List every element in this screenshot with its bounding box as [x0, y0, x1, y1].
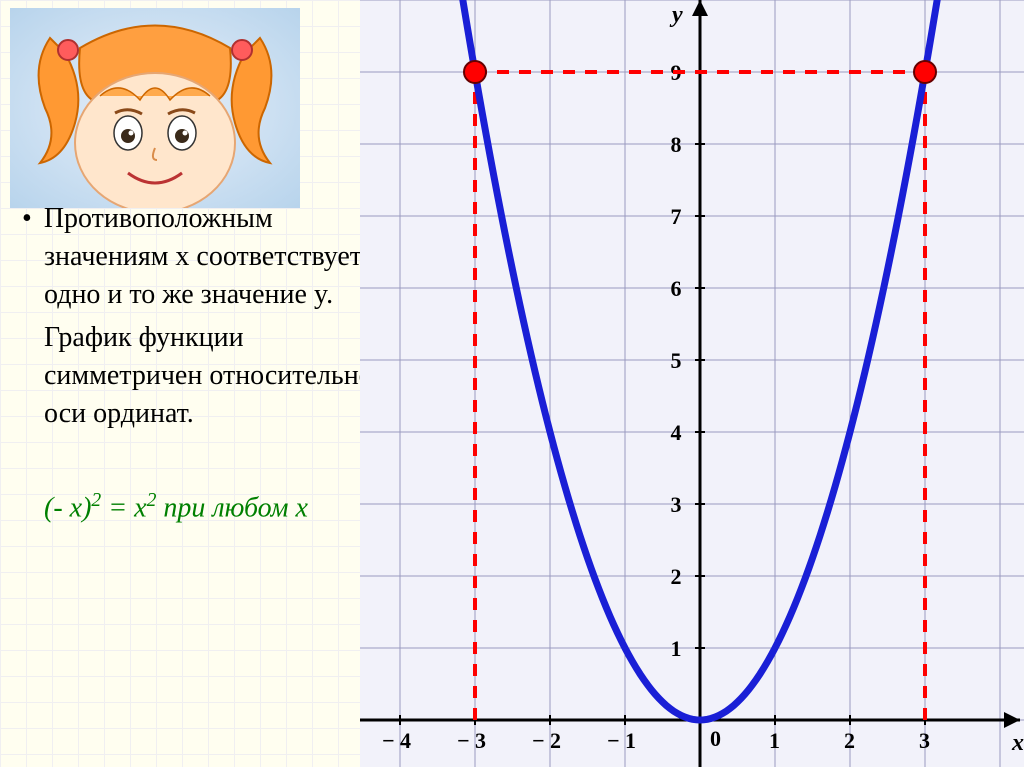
svg-text:0: 0 [710, 726, 721, 751]
svg-text:y: y [669, 2, 683, 28]
slide: Противоположным значениям x соответствуе… [0, 0, 1024, 767]
svg-text:5: 5 [671, 348, 682, 373]
svg-text:− 3: − 3 [457, 728, 486, 753]
svg-text:1: 1 [769, 728, 780, 753]
svg-text:− 1: − 1 [607, 728, 636, 753]
bullet-line-1: Противоположным значениям x соответствуе… [12, 200, 402, 313]
svg-text:2: 2 [671, 564, 682, 589]
svg-text:7: 7 [671, 204, 682, 229]
svg-text:3: 3 [671, 492, 682, 517]
svg-text:6: 6 [671, 276, 682, 301]
svg-text:2: 2 [844, 728, 855, 753]
parabola-chart: − 4− 3− 2− 10123123456789xy [360, 0, 1024, 767]
svg-text:1: 1 [671, 636, 682, 661]
svg-text:− 4: − 4 [382, 728, 411, 753]
left-panel: Противоположным значениям x соответствуе… [0, 0, 380, 767]
explanation-text: Противоположным значениям x соответствуе… [12, 200, 402, 527]
svg-text:− 2: − 2 [532, 728, 561, 753]
cartoon-character [10, 8, 300, 208]
svg-text:8: 8 [671, 132, 682, 157]
svg-text:3: 3 [919, 728, 930, 753]
svg-text:4: 4 [671, 420, 682, 445]
chart-panel: − 4− 3− 2− 10123123456789xy [380, 0, 1024, 767]
formula: (- x)2 = x2 при любом x [12, 488, 402, 527]
svg-text:x: x [1011, 730, 1024, 756]
line-2: График функции симметричен относительно … [44, 319, 402, 432]
